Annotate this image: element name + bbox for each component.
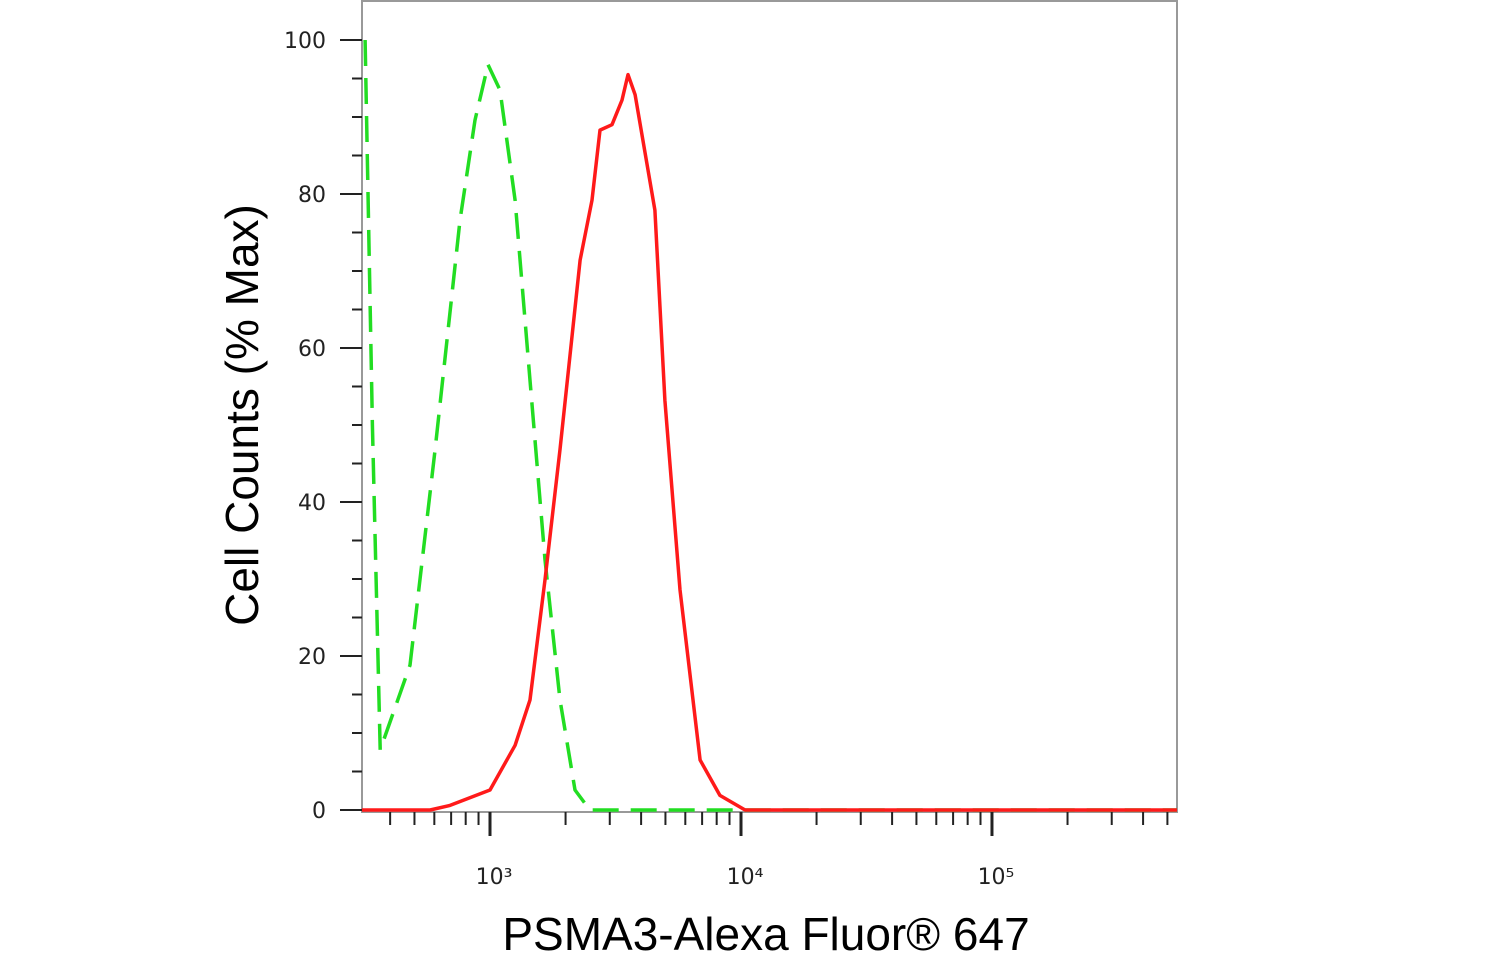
y-tick-label: 40 xyxy=(298,491,326,516)
y-tick-label: 100 xyxy=(284,29,326,54)
x-tick-label: 10⁵ xyxy=(978,865,1015,890)
histogram-line xyxy=(363,39,1177,812)
y-tick-label: 0 xyxy=(312,799,326,824)
histogram-line xyxy=(362,72,1177,812)
y-tick-label: 60 xyxy=(298,337,326,362)
y-tick-label: 20 xyxy=(298,645,326,670)
plot-frame xyxy=(361,0,1178,813)
x-tick-label: 10³ xyxy=(476,865,513,890)
x-tick-label: 10⁴ xyxy=(727,865,764,890)
y-tick-label: 80 xyxy=(298,183,326,208)
y-axis-label: Cell Counts (% Max) xyxy=(216,204,268,626)
x-axis-label: PSMA3-Alexa Fluor® 647 xyxy=(502,908,1029,957)
